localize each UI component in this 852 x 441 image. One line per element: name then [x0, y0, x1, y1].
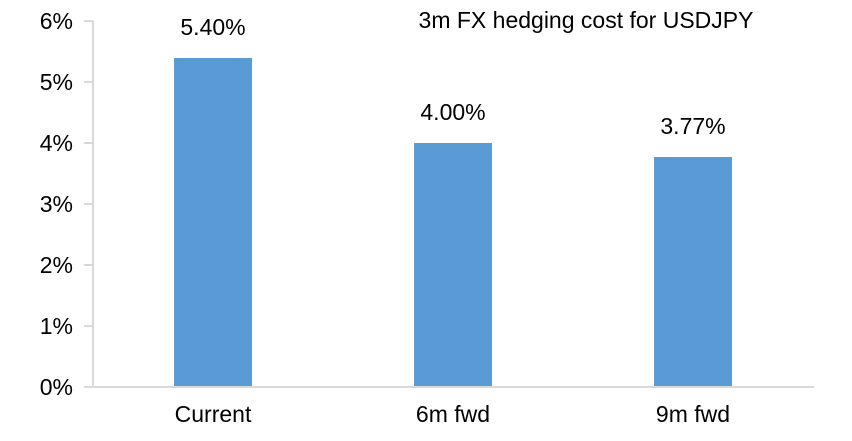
x-category-label: Current [174, 401, 252, 427]
y-tick-mark [84, 264, 93, 266]
y-tick-mark [84, 325, 93, 327]
y-tick-label: 0% [39, 374, 73, 400]
y-tick-label: 4% [39, 130, 73, 156]
bar-value-label: 5.40% [180, 13, 246, 40]
bar-value-label: 3.77% [660, 113, 726, 140]
y-tick-label: 3% [39, 191, 73, 217]
bar-9m-fwd [654, 157, 732, 387]
bar-value-label: 4.00% [420, 99, 486, 125]
y-tick-label: 1% [39, 313, 73, 339]
x-axis-line [84, 386, 814, 388]
chart-title: 3m FX hedging cost for USDJPY [418, 7, 754, 33]
y-tick-label: 5% [39, 69, 73, 95]
y-tick-mark [84, 203, 93, 205]
y-tick-mark [84, 142, 93, 144]
x-category-label: 6m fwd [415, 401, 491, 427]
bar-6m-fwd [414, 143, 492, 387]
y-tick-mark [84, 81, 93, 83]
bar-current [174, 57, 252, 387]
y-axis-line [92, 21, 94, 387]
y-tick-label: 6% [39, 8, 73, 34]
y-tick-mark [84, 20, 93, 22]
y-tick-label: 2% [39, 252, 73, 278]
x-category-label: 9m fwd [655, 401, 731, 427]
